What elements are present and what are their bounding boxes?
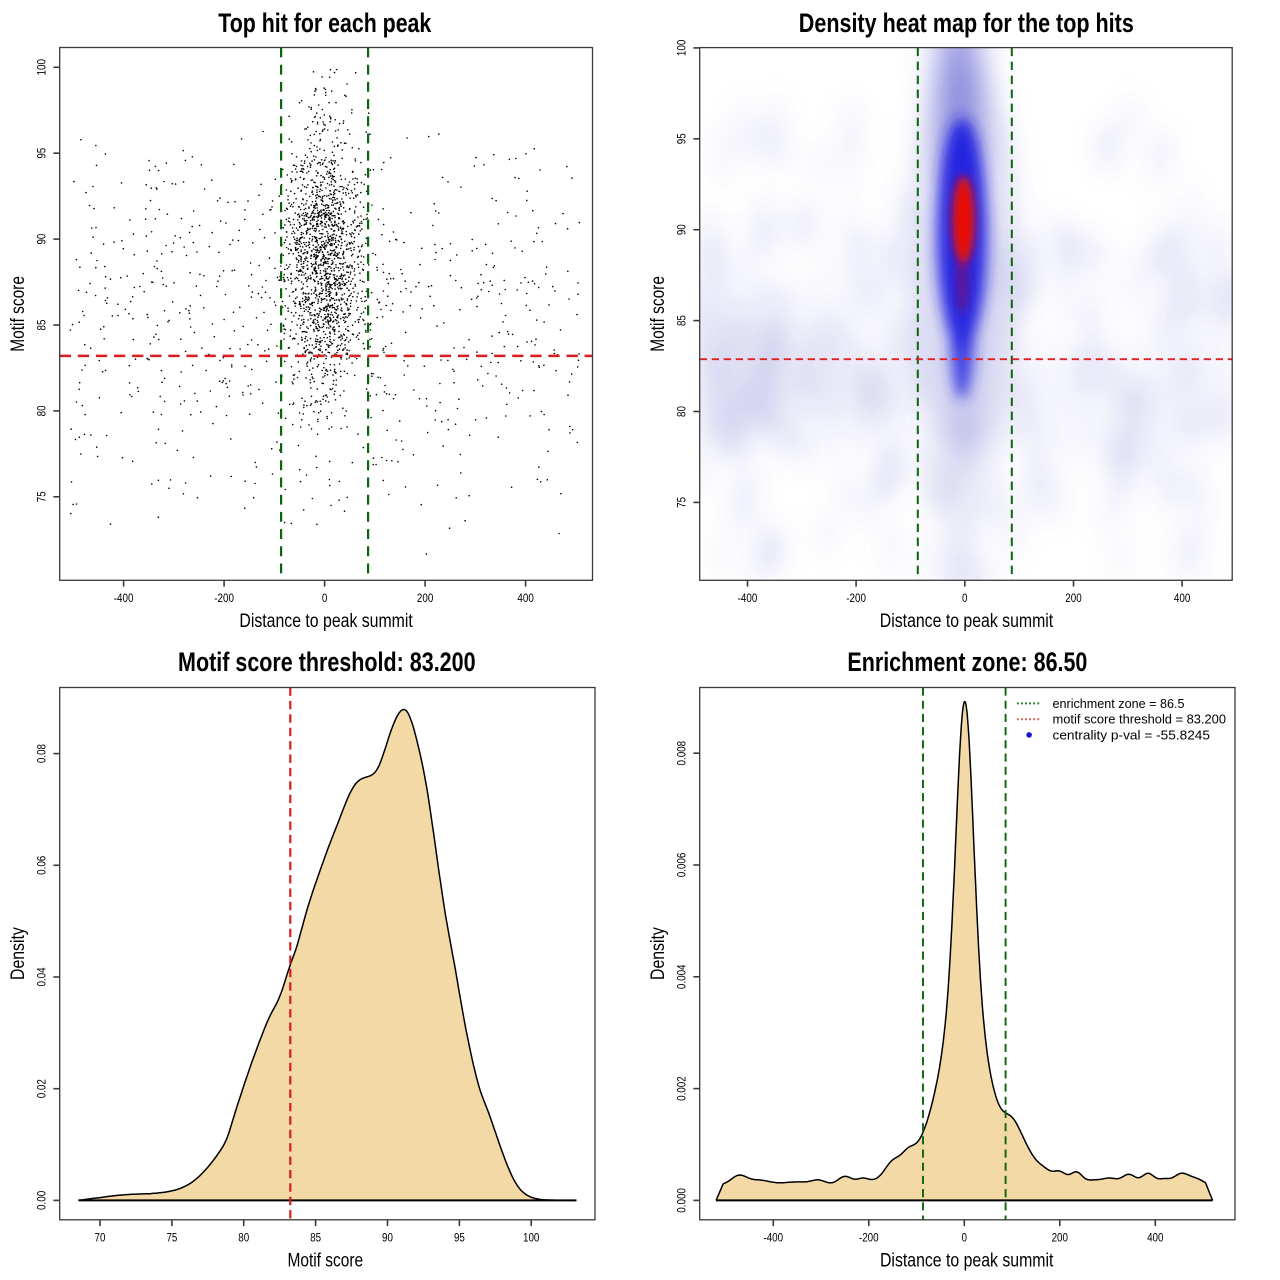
svg-text:-400: -400 xyxy=(738,591,758,605)
svg-text:Motif score: Motif score xyxy=(8,276,29,352)
svg-text:-400: -400 xyxy=(763,1231,783,1245)
svg-text:80: 80 xyxy=(35,405,49,416)
svg-text:90: 90 xyxy=(382,1231,393,1245)
svg-text:motif score threshold = 83.200: motif score threshold = 83.200 xyxy=(1053,712,1227,727)
svg-text:95: 95 xyxy=(35,147,49,158)
svg-text:Distance to peak summit: Distance to peak summit xyxy=(239,611,413,632)
svg-text:0: 0 xyxy=(322,591,328,605)
svg-text:90: 90 xyxy=(35,233,49,244)
svg-text:85: 85 xyxy=(675,315,689,326)
svg-text:Density heat map for the top h: Density heat map for the top hits xyxy=(799,8,1134,38)
svg-text:200: 200 xyxy=(1065,591,1082,605)
svg-text:0.04: 0.04 xyxy=(35,967,49,986)
svg-text:0.006: 0.006 xyxy=(675,852,689,877)
svg-text:Distance to peak summit: Distance to peak summit xyxy=(880,611,1054,632)
svg-text:95: 95 xyxy=(454,1231,465,1245)
svg-text:0: 0 xyxy=(962,591,968,605)
svg-text:Motif score threshold: 83.200: Motif score threshold: 83.200 xyxy=(178,647,476,677)
svg-text:200: 200 xyxy=(417,591,434,605)
svg-text:enrichment zone = 86.5: enrichment zone = 86.5 xyxy=(1053,696,1185,711)
svg-text:Motif score: Motif score xyxy=(648,276,669,352)
svg-text:400: 400 xyxy=(1174,591,1191,605)
svg-text:0.00: 0.00 xyxy=(35,1191,49,1210)
svg-text:75: 75 xyxy=(35,491,49,502)
svg-text:85: 85 xyxy=(35,319,49,330)
svg-text:0.008: 0.008 xyxy=(675,741,689,766)
svg-text:95: 95 xyxy=(675,133,689,144)
svg-text:70: 70 xyxy=(95,1231,106,1245)
svg-text:0.002: 0.002 xyxy=(675,1076,689,1101)
svg-text:Top hit for each peak: Top hit for each peak xyxy=(218,8,431,38)
svg-text:0.000: 0.000 xyxy=(675,1188,689,1213)
svg-text:400: 400 xyxy=(517,591,534,605)
svg-text:0.08: 0.08 xyxy=(35,744,49,763)
svg-text:0: 0 xyxy=(962,1231,968,1245)
svg-text:Density: Density xyxy=(648,927,669,980)
svg-text:Motif score: Motif score xyxy=(287,1251,363,1272)
svg-text:100: 100 xyxy=(675,39,689,56)
svg-text:centrality p-val = -55.8245: centrality p-val = -55.8245 xyxy=(1053,727,1211,742)
svg-text:80: 80 xyxy=(238,1231,249,1245)
svg-text:75: 75 xyxy=(675,497,689,508)
svg-text:-200: -200 xyxy=(859,1231,879,1245)
svg-text:-200: -200 xyxy=(846,591,866,605)
svg-text:-400: -400 xyxy=(114,591,134,605)
svg-text:Enrichment zone: 86.50: Enrichment zone: 86.50 xyxy=(847,647,1087,677)
svg-text:85: 85 xyxy=(310,1231,321,1245)
svg-text:Density: Density xyxy=(8,927,29,980)
svg-text:90: 90 xyxy=(675,224,689,235)
svg-text:80: 80 xyxy=(675,406,689,417)
svg-text:0.06: 0.06 xyxy=(35,855,49,874)
svg-text:Distance to peak summit: Distance to peak summit xyxy=(880,1251,1054,1272)
svg-text:200: 200 xyxy=(1052,1231,1069,1245)
svg-text:100: 100 xyxy=(523,1231,540,1245)
svg-text:-200: -200 xyxy=(214,591,234,605)
svg-text:0.004: 0.004 xyxy=(675,964,689,989)
svg-text:100: 100 xyxy=(35,59,49,76)
svg-text:400: 400 xyxy=(1147,1231,1164,1245)
svg-text:75: 75 xyxy=(166,1231,177,1245)
svg-text:0.02: 0.02 xyxy=(35,1079,49,1098)
